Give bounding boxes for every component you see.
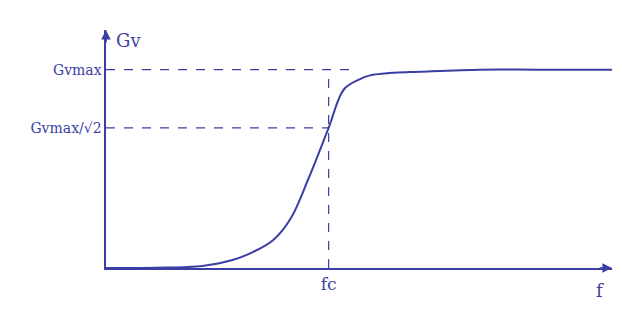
- svg-text:fc: fc: [321, 274, 337, 294]
- svg-text:Gvmax: Gvmax: [53, 62, 102, 78]
- svg-text:Gvmax/√2: Gvmax/√2: [30, 120, 101, 136]
- svg-text:Gv: Gv: [116, 30, 141, 51]
- svg-text:f: f: [596, 280, 604, 301]
